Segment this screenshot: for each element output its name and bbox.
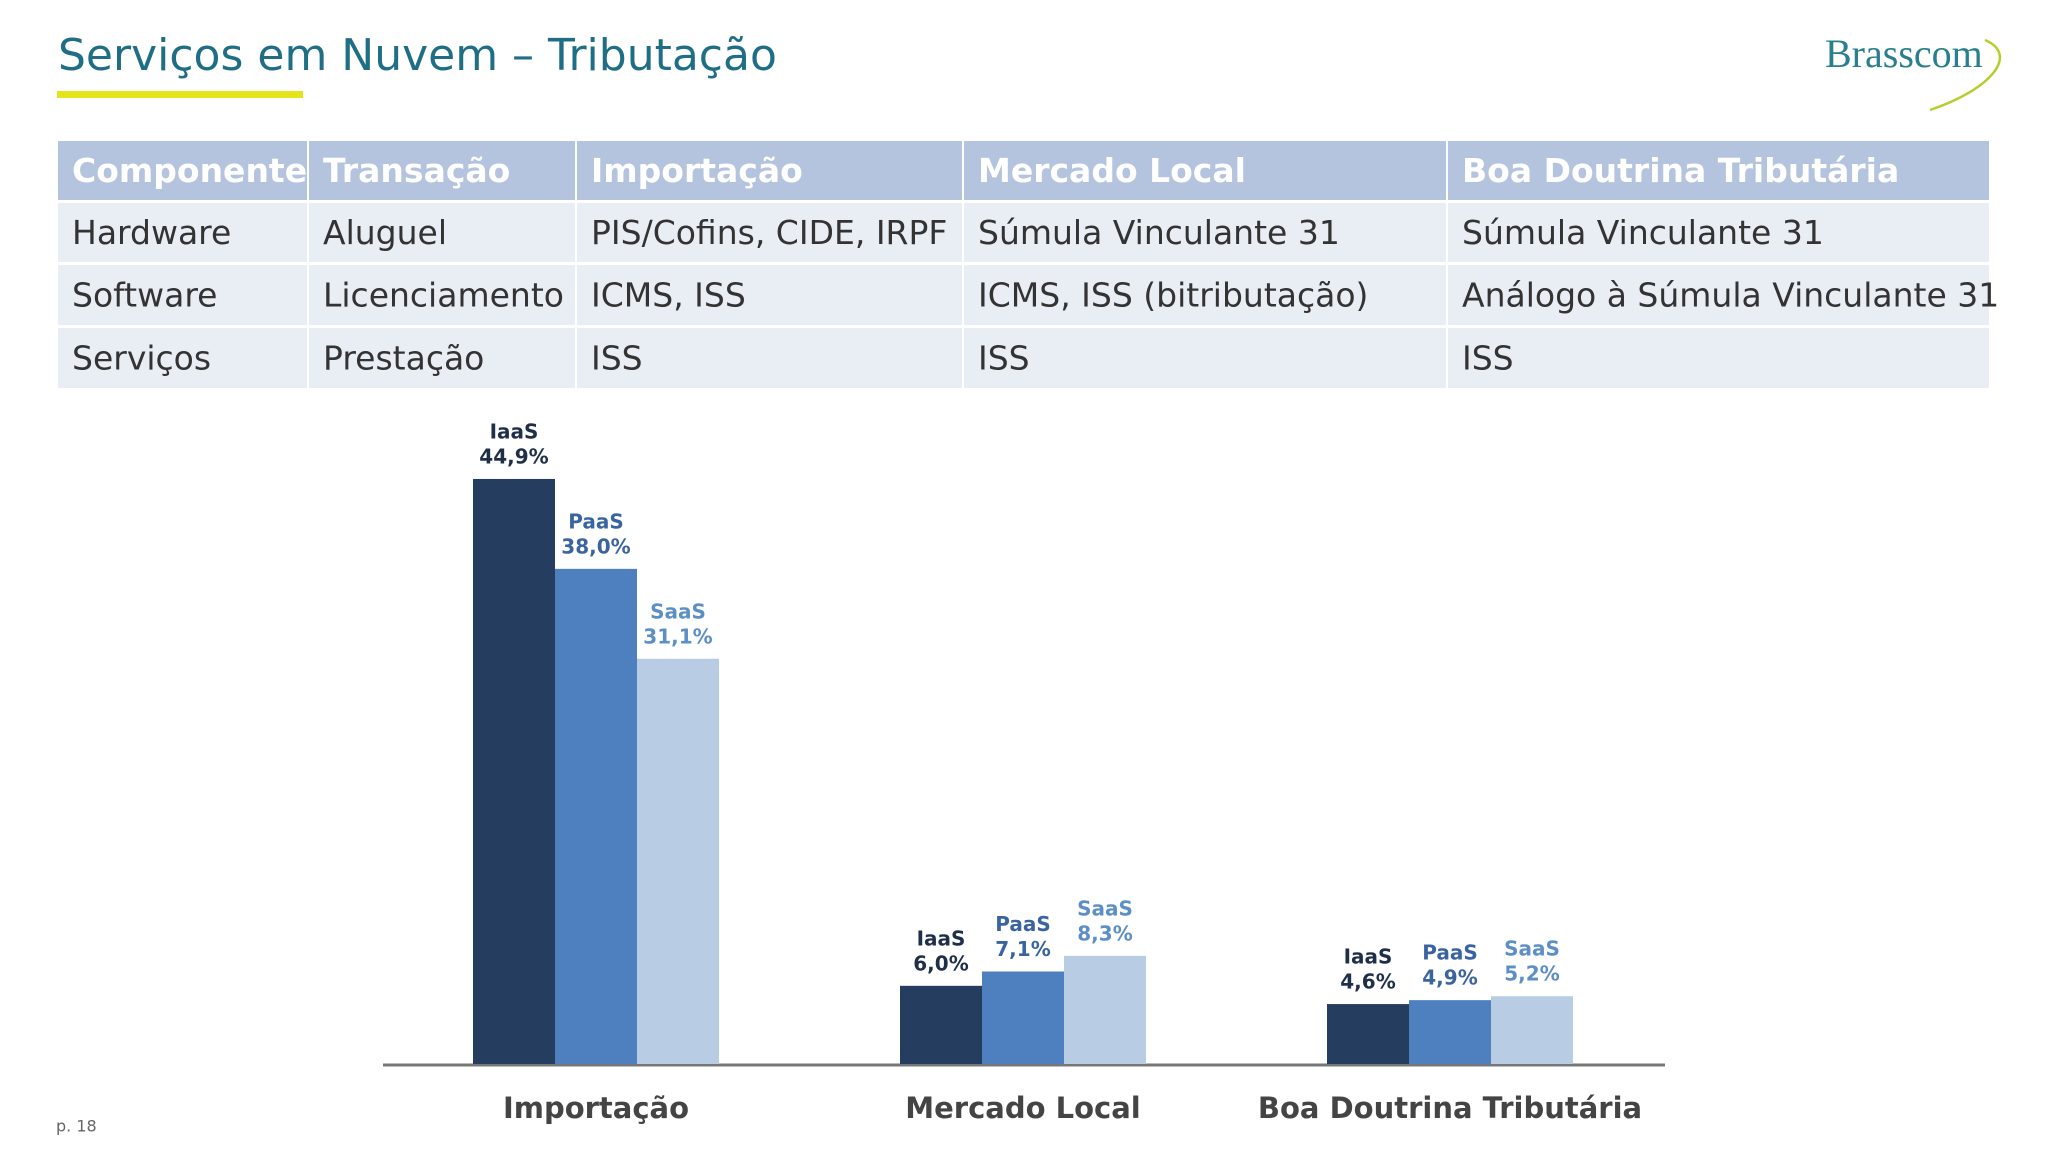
bar xyxy=(900,985,982,1064)
slide-title: Serviços em Nuvem – Tributação xyxy=(58,30,777,81)
series-label: IaaS xyxy=(490,419,539,443)
table-header-cell xyxy=(1448,141,1989,200)
bar xyxy=(1491,996,1573,1064)
series-label: SaaS xyxy=(650,599,706,623)
table-cell xyxy=(577,265,962,325)
bar xyxy=(1064,955,1146,1064)
table-cell xyxy=(309,265,575,325)
page-number: p. 18 xyxy=(56,1117,97,1136)
table-cell xyxy=(964,328,1446,388)
table-header-text: Componentes xyxy=(72,151,327,190)
table-cell xyxy=(1448,203,1989,262)
series-label: IaaS xyxy=(917,926,966,950)
table-header-text: Mercado Local xyxy=(978,151,1246,190)
table-cell xyxy=(964,265,1446,325)
table-cell xyxy=(577,328,962,388)
table-cell xyxy=(1448,265,1989,325)
logo: Brasscom xyxy=(1825,31,1983,76)
bar xyxy=(637,658,719,1064)
table-cell xyxy=(309,328,575,388)
table-cell-text: Aluguel xyxy=(323,213,447,252)
x-tick-label: Boa Doutrina Tributária xyxy=(1258,1091,1642,1125)
bar xyxy=(1327,1004,1409,1064)
bar xyxy=(982,971,1064,1064)
bar xyxy=(1409,1000,1491,1064)
table-cell xyxy=(1448,328,1989,388)
table-cell-text: ICMS, ISS (bitributação) xyxy=(978,276,1368,315)
series-label: SaaS xyxy=(1077,896,1133,920)
table-cell-text: PIS/Cofins, CIDE, IRPF xyxy=(591,213,947,252)
value-label: 5,2% xyxy=(1504,962,1559,986)
table-header-text: Boa Doutrina Tributária xyxy=(1462,151,1899,190)
series-label: PaaS xyxy=(568,509,624,533)
table-header-cell xyxy=(309,141,575,200)
table-cell-text: ICMS, ISS xyxy=(591,276,746,315)
x-tick-label: Importação xyxy=(503,1091,689,1125)
series-label: PaaS xyxy=(1422,941,1478,965)
table-cell-text: Serviços xyxy=(72,339,211,378)
table-cell xyxy=(964,203,1446,262)
table-cell-text: ISS xyxy=(591,339,643,378)
table-cell-text: Hardware xyxy=(72,213,231,252)
table-cell-text: Software xyxy=(72,276,217,315)
table-cell-text: Licenciamento xyxy=(323,276,564,315)
table-cell-text: ISS xyxy=(1462,339,1514,378)
value-label: 7,1% xyxy=(995,937,1050,961)
table-cell xyxy=(309,203,575,262)
value-label: 31,1% xyxy=(643,624,712,648)
table-cell-text: Súmula Vinculante 31 xyxy=(1462,213,1824,252)
table-cell xyxy=(58,203,307,262)
value-label: 6,0% xyxy=(913,951,968,975)
series-label: PaaS xyxy=(995,912,1051,936)
table-cell-text: Prestação xyxy=(323,339,484,378)
table-cell-text: Súmula Vinculante 31 xyxy=(978,213,1340,252)
table-header-cell xyxy=(964,141,1446,200)
table-cell-text: Análogo à Súmula Vinculante 31 xyxy=(1462,276,1999,315)
table-header-text: Transação xyxy=(323,151,510,190)
table-header-text: Importação xyxy=(591,151,803,190)
table-cell-text: ISS xyxy=(978,339,1030,378)
value-label: 8,3% xyxy=(1077,921,1132,945)
value-label: 38,0% xyxy=(561,534,630,558)
table-header-cell xyxy=(58,141,307,200)
series-label: IaaS xyxy=(1344,945,1393,969)
logo-swoosh xyxy=(1929,38,2002,112)
value-label: 44,9% xyxy=(479,444,548,468)
value-label: 4,9% xyxy=(1422,966,1477,990)
table-cell xyxy=(58,265,307,325)
table-cell xyxy=(58,328,307,388)
bar xyxy=(555,568,637,1064)
table-header-cell xyxy=(577,141,962,200)
value-label: 4,6% xyxy=(1340,970,1395,994)
x-tick-label: Mercado Local xyxy=(905,1091,1140,1125)
bar xyxy=(473,478,555,1064)
title-underline xyxy=(57,91,303,98)
series-label: SaaS xyxy=(1504,937,1560,961)
table-cell xyxy=(577,203,962,262)
